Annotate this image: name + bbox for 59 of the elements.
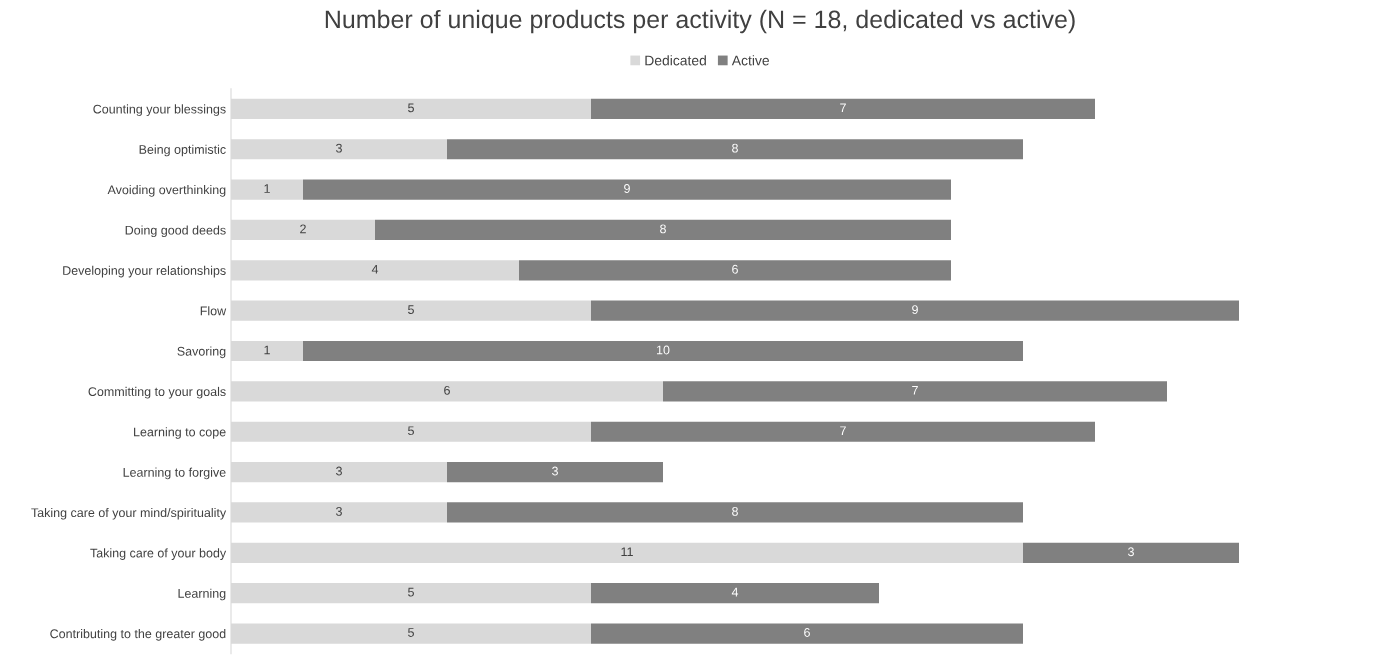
data-label: 9	[912, 305, 918, 315]
data-label: 8	[732, 143, 738, 153]
data-label: 7	[840, 426, 846, 435]
data-label: 6	[444, 385, 450, 395]
legend-label: Dedicated	[645, 55, 706, 66]
y-tick-label: Taking care of your body	[90, 548, 227, 560]
y-tick-label: Flow	[200, 306, 227, 316]
y-tick-label: Developing your relationships	[63, 265, 226, 278]
y-tick-label: Learning	[178, 588, 226, 601]
data-label: 5	[408, 103, 414, 113]
data-label: 6	[804, 628, 810, 637]
y-tick-label: Contributing to the greater good	[50, 629, 226, 641]
data-label: 2	[300, 224, 306, 234]
bar	[591, 300, 1239, 321]
data-label: 5	[408, 628, 414, 637]
bar	[519, 260, 951, 281]
data-label: 8	[660, 224, 666, 234]
bar	[663, 381, 1167, 402]
bar	[303, 340, 1023, 362]
data-label: 8	[732, 506, 738, 516]
chart-title: Number of unique products per activity (N = 18, dedicated vs active)	[325, 9, 1075, 34]
data-label: 5	[408, 587, 414, 597]
bar	[591, 98, 1095, 119]
data-label: 3	[552, 466, 558, 476]
legend-label: Active	[731, 55, 770, 66]
bar	[447, 502, 1023, 523]
y-tick-label: Avoiding overthinking	[107, 185, 226, 197]
y-tick-label: Learning to cope	[134, 427, 226, 439]
y-tick-label: Counting your blessings	[93, 104, 226, 116]
y-tick-label: Doing good deeds	[125, 225, 226, 238]
data-label: 11	[621, 547, 633, 557]
bar	[447, 462, 663, 483]
bar	[375, 219, 951, 241]
data-label: 3	[336, 466, 342, 476]
bar	[303, 179, 951, 200]
data-label: 3	[336, 143, 342, 153]
bar	[591, 583, 879, 604]
data-label: 10	[657, 345, 670, 355]
data-label: 7	[840, 103, 846, 113]
data-label: 4	[371, 264, 379, 274]
data-label: 6	[732, 264, 738, 274]
data-label: 3	[1128, 547, 1134, 557]
y-tick-label: Being optimistic	[139, 144, 226, 157]
data-label: 5	[408, 426, 414, 436]
bar	[591, 421, 1095, 442]
data-label: 1	[264, 345, 270, 355]
y-tick-label: Committing to your goals	[88, 386, 226, 399]
y-tick-label: Learning to forgive	[123, 467, 226, 480]
data-label: 3	[336, 506, 342, 516]
y-tick-label: Taking care of your mind/spirituality	[31, 507, 227, 520]
data-label: 9	[624, 184, 630, 193]
data-label: 1	[264, 184, 270, 193]
data-label: 5	[408, 305, 414, 315]
data-label: 7	[912, 386, 918, 395]
bar	[591, 623, 1023, 644]
data-label: 4	[731, 587, 739, 597]
y-tick-label: Savoring	[177, 346, 226, 359]
bar	[1023, 542, 1239, 563]
bar	[447, 139, 1023, 160]
